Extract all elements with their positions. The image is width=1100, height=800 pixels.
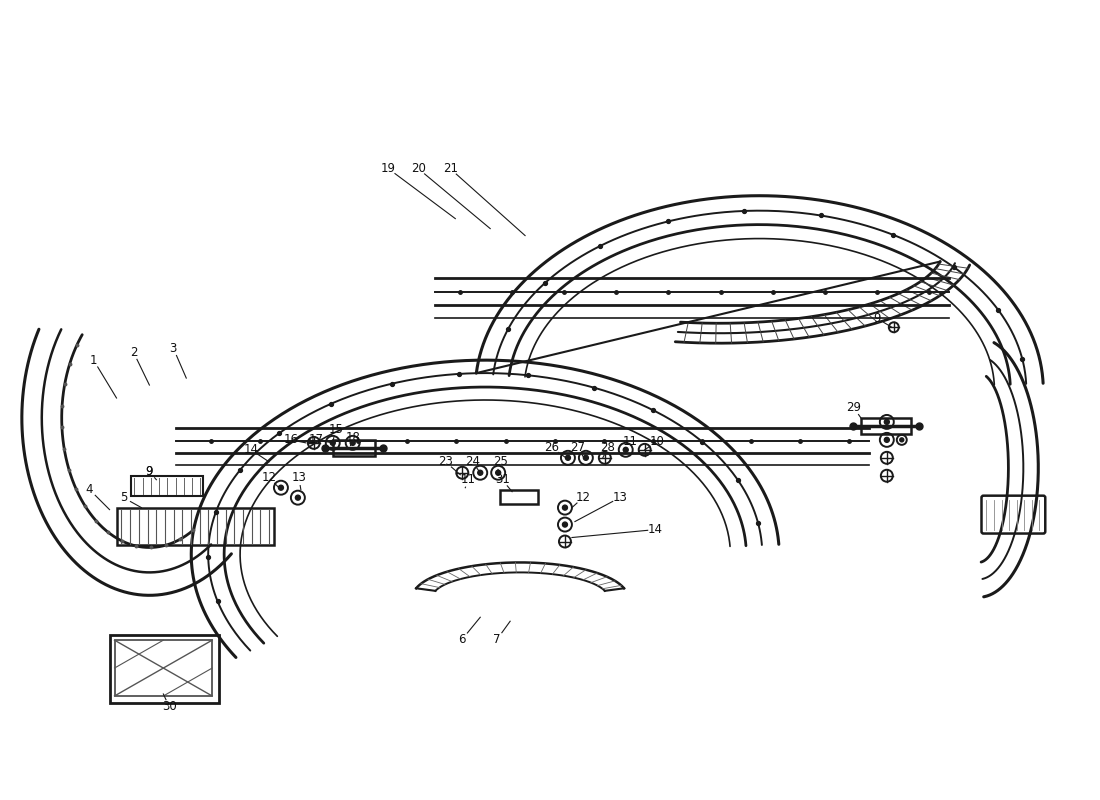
Text: 9: 9 <box>873 312 881 325</box>
Text: 13: 13 <box>613 491 627 504</box>
Bar <box>132 476 204 496</box>
Text: 20: 20 <box>411 162 426 175</box>
Text: 26: 26 <box>544 442 560 454</box>
Circle shape <box>884 438 889 442</box>
Circle shape <box>296 495 300 500</box>
Text: 11: 11 <box>461 474 476 486</box>
Circle shape <box>565 455 571 460</box>
Text: 4: 4 <box>86 483 94 496</box>
Circle shape <box>330 440 336 446</box>
Circle shape <box>562 522 568 527</box>
Text: 11: 11 <box>623 435 637 448</box>
Text: 13: 13 <box>292 471 306 484</box>
Circle shape <box>624 447 628 452</box>
Circle shape <box>496 470 500 475</box>
Text: 9: 9 <box>145 466 153 478</box>
Circle shape <box>350 440 355 446</box>
Circle shape <box>583 455 588 460</box>
Circle shape <box>900 438 904 442</box>
Circle shape <box>477 470 483 475</box>
Text: 7: 7 <box>494 633 501 646</box>
Text: 28: 28 <box>601 442 615 454</box>
Text: 3: 3 <box>169 342 177 354</box>
Text: 2: 2 <box>130 346 138 358</box>
Text: 6: 6 <box>459 633 466 646</box>
Circle shape <box>884 419 889 425</box>
Circle shape <box>562 505 568 510</box>
Bar <box>117 508 274 546</box>
Circle shape <box>278 486 284 490</box>
Text: 12: 12 <box>575 491 591 504</box>
Text: 21: 21 <box>443 162 458 175</box>
Text: 29: 29 <box>846 402 861 414</box>
Text: 5: 5 <box>120 491 128 504</box>
Bar <box>110 635 219 703</box>
Text: 1: 1 <box>90 354 97 366</box>
Text: 23: 23 <box>438 455 453 468</box>
Text: 25: 25 <box>493 455 507 468</box>
Text: 30: 30 <box>162 701 177 714</box>
Text: 16: 16 <box>284 434 298 446</box>
Text: 9: 9 <box>145 466 153 478</box>
Text: 24: 24 <box>465 455 480 468</box>
Text: 14: 14 <box>243 443 258 456</box>
Text: 15: 15 <box>328 423 343 436</box>
Text: 27: 27 <box>571 442 585 454</box>
Bar <box>333 440 375 456</box>
Text: 17: 17 <box>308 434 323 446</box>
Text: 19: 19 <box>381 162 396 175</box>
Text: 18: 18 <box>345 431 360 444</box>
Text: 14: 14 <box>648 523 663 536</box>
Text: 12: 12 <box>262 471 276 484</box>
Bar <box>500 490 538 504</box>
Text: 31: 31 <box>495 474 509 486</box>
Bar <box>861 418 911 434</box>
Bar <box>114 640 212 696</box>
Text: 10: 10 <box>649 435 664 448</box>
